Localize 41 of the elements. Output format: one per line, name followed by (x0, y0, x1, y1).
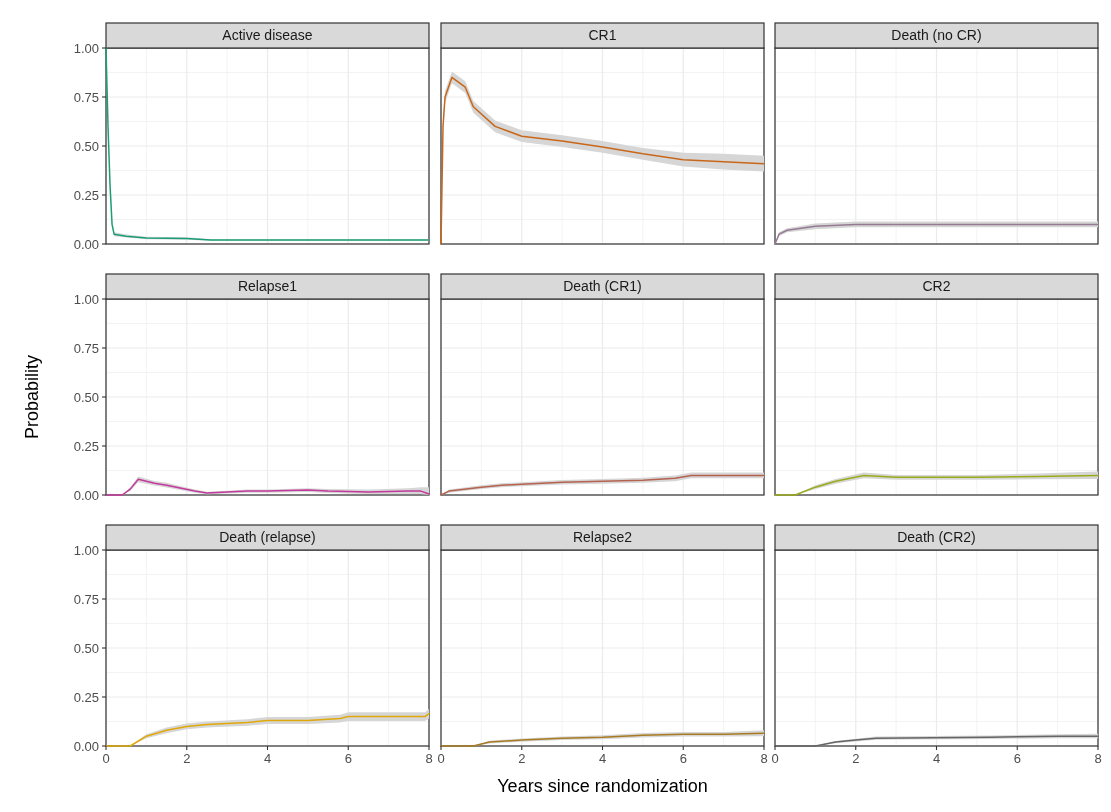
x-tick-label: 6 (679, 751, 687, 766)
x-tick-label: 4 (932, 751, 941, 766)
x-tick-label: 8 (425, 751, 433, 766)
y-tick-label: 0.00 (73, 236, 99, 252)
y-tick-label: 0.75 (73, 591, 99, 607)
chart-title: Death (no CR) (891, 27, 982, 44)
y-tick-label: 1.00 (73, 542, 99, 558)
chart-title: CR2 (922, 278, 951, 295)
y-tick-label: 1.00 (73, 291, 99, 307)
y-tick-label: 0.25 (73, 438, 99, 454)
y-tick-label: 0.25 (73, 689, 99, 705)
chart-title: Death (CR2) (897, 529, 976, 546)
x-tick-label: 0 (771, 751, 779, 766)
chart-title: Relapse1 (237, 278, 298, 295)
chart-title: Death (CR1) (563, 278, 642, 295)
x-tick-label: 2 (852, 751, 860, 766)
y-tick-label: 0.75 (73, 340, 99, 356)
chart-title: Relapse2 (572, 529, 633, 546)
chart-title: Active disease (222, 27, 313, 44)
y-tick-label: 0.50 (73, 640, 99, 656)
y-tick-label: 0.25 (73, 187, 99, 203)
x-tick-label: 0 (437, 751, 445, 766)
y-axis-title: Probability (22, 354, 42, 440)
x-tick-label: 4 (598, 751, 607, 766)
x-axis-title: Years since randomization (497, 776, 708, 796)
x-tick-label: 2 (183, 751, 191, 766)
x-tick-label: 2 (518, 751, 526, 766)
x-tick-label: 8 (760, 751, 768, 766)
x-tick-label: 0 (102, 751, 110, 766)
x-tick-label: 4 (263, 751, 272, 766)
y-tick-label: 0.50 (73, 389, 99, 405)
y-tick-label: 1.00 (73, 40, 99, 56)
chart-title: Death (relapse) (219, 529, 316, 546)
y-tick-label: 0.50 (73, 138, 99, 154)
y-tick-label: 0.75 (73, 89, 99, 105)
chart-title: CR1 (588, 27, 617, 44)
x-tick-label: 6 (1013, 751, 1021, 766)
y-tick-label: 0.00 (73, 738, 99, 754)
x-tick-label: 8 (1094, 751, 1102, 766)
x-tick-label: 6 (344, 751, 352, 766)
y-tick-label: 0.00 (73, 487, 99, 503)
